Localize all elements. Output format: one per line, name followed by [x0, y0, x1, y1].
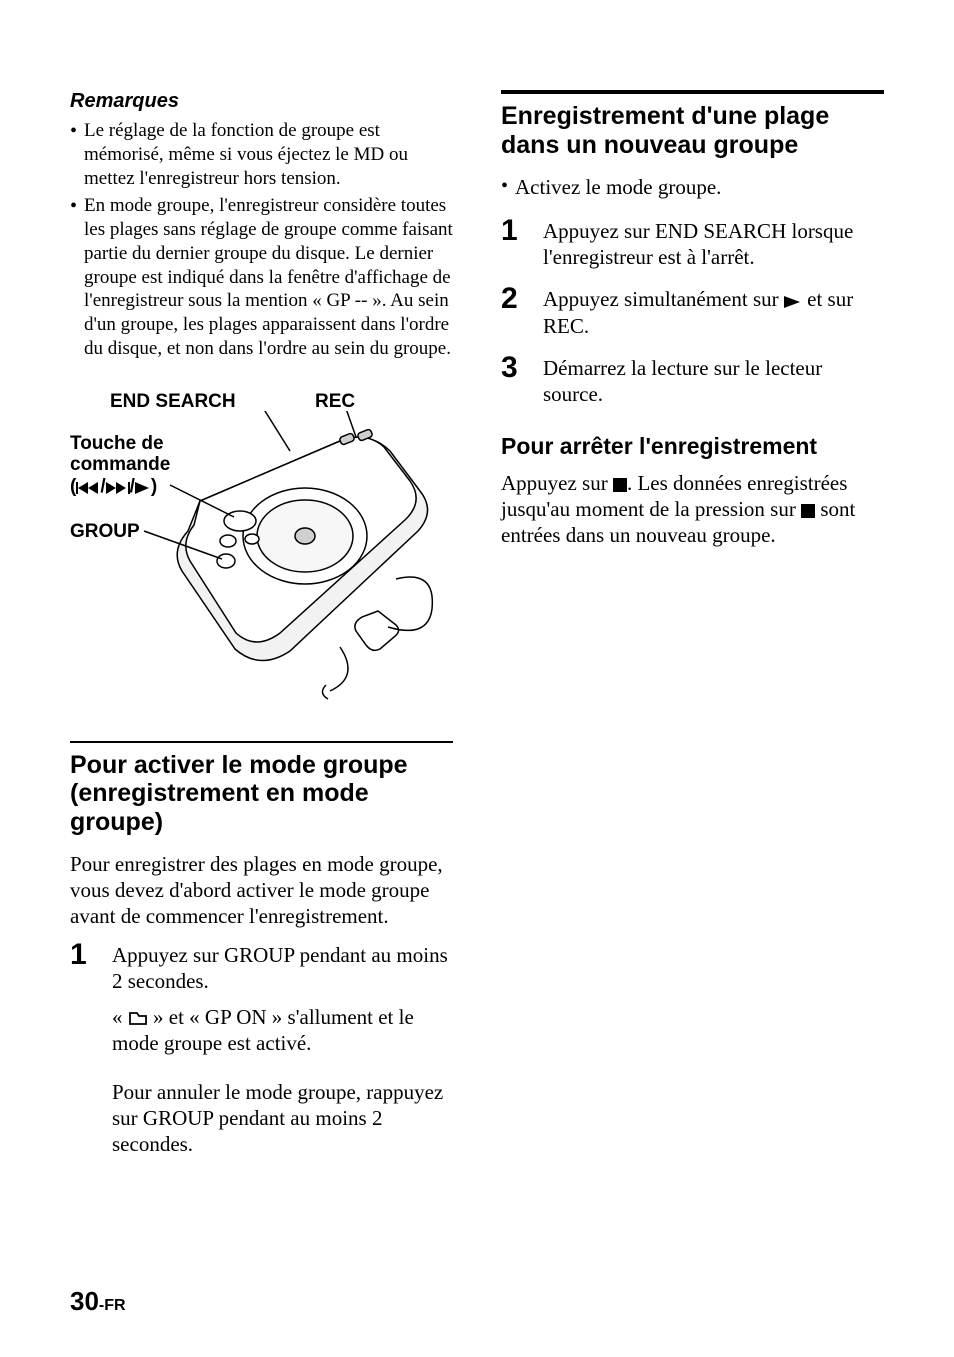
diagram-label-end-search: END SEARCH	[110, 391, 236, 413]
diagram-label-group: GROUP	[70, 521, 140, 543]
page-number-value: 30	[70, 1286, 99, 1316]
right-column: Enregistrement d'une plage dans un nouve…	[501, 90, 884, 1173]
section1-body: Pour enregistrer des plages en mode grou…	[70, 851, 453, 930]
step2-prefix: Appuyez simultanément sur	[543, 287, 784, 311]
stop-paragraph: Appuyez sur . Les données enregistrées j…	[501, 470, 884, 549]
list-item: En mode groupe, l'enregistreur considère…	[70, 194, 453, 360]
page-number-suffix: -FR	[99, 1297, 126, 1314]
next-icon	[106, 482, 130, 494]
stop-icon	[613, 478, 627, 492]
section1-steps: Appuyez sur GROUP pendant au moins 2 sec…	[70, 942, 453, 1158]
remarques-heading: Remarques	[70, 90, 453, 113]
step1b-prefix: «	[112, 1005, 128, 1029]
stop-subheading: Pour arrêter l'enregistrement	[501, 433, 884, 459]
list-item: Le réglage de la fonction de groupe est …	[70, 119, 453, 190]
list-item: Activez le mode groupe.	[501, 174, 884, 200]
section1-heading: Pour activer le mode groupe (enregistrem…	[70, 751, 453, 837]
group-indicator-icon	[128, 1010, 148, 1026]
step-item: Démarrez la lecture sur le lecteur sourc…	[501, 355, 884, 408]
section-rule	[70, 741, 453, 743]
step1-text-a: Appuyez sur GROUP pendant au moins 2 sec…	[112, 943, 448, 993]
device-illustration	[140, 411, 440, 701]
device-diagram: END SEARCH REC Touche de commande (//) G…	[70, 391, 453, 711]
step1-text-c: Pour annuler le mode groupe, rappuyez su…	[112, 1079, 453, 1158]
diagram-label-rec: REC	[315, 391, 355, 413]
remarques-list: Le réglage de la fonction de groupe est …	[70, 119, 453, 361]
step1b-suffix: » et « GP ON » s'allument et le mode gro…	[112, 1005, 414, 1055]
section-rule	[501, 90, 884, 94]
left-column: Remarques Le réglage de la fonction de g…	[70, 90, 453, 1173]
two-column-layout: Remarques Le réglage de la fonction de g…	[70, 90, 884, 1173]
stop-p1: Appuyez sur	[501, 471, 613, 495]
section2-steps: Appuyez sur END SEARCH lorsque l'enregis…	[501, 218, 884, 408]
section2-prelist: Activez le mode groupe.	[501, 174, 884, 200]
play-icon	[784, 296, 802, 308]
step-item: Appuyez sur END SEARCH lorsque l'enregis…	[501, 218, 884, 271]
section2-heading: Enregistrement d'une plage dans un nouve…	[501, 102, 884, 160]
stop-icon	[801, 504, 815, 518]
prev-icon	[76, 482, 100, 494]
step-item: Appuyez sur GROUP pendant au moins 2 sec…	[70, 942, 453, 1158]
page-number: 30-FR	[70, 1286, 126, 1317]
step1-text-b: « » et « GP ON » s'allument et le mode g…	[112, 1004, 453, 1057]
step-item: Appuyez simultanément sur et sur REC.	[501, 286, 884, 339]
